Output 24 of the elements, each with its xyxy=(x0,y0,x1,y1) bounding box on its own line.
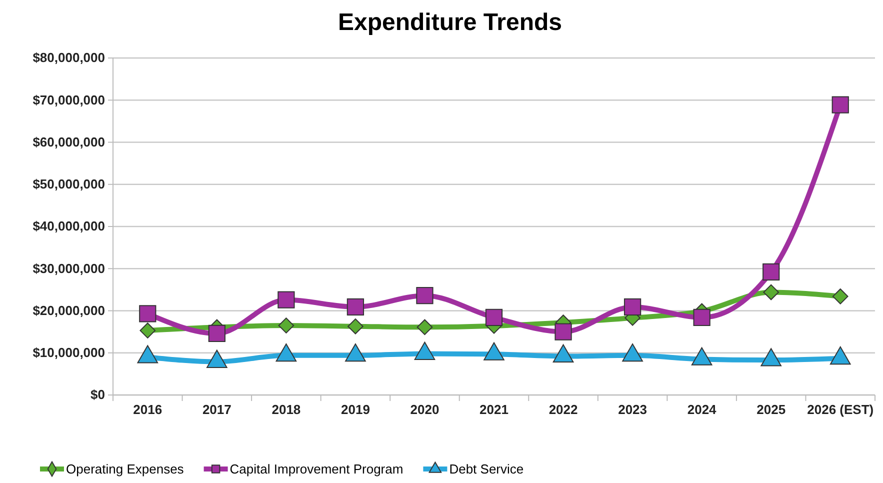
y-tick-label: $20,000,000 xyxy=(32,302,105,318)
x-tick-label: 2022 xyxy=(548,402,578,418)
x-tick-label: 2026 (EST) xyxy=(807,402,874,418)
x-tick-label: 2025 xyxy=(756,402,786,418)
y-tick-label: $30,000,000 xyxy=(32,260,105,276)
y-tick-label: $60,000,000 xyxy=(32,134,105,150)
x-tick-label: 2023 xyxy=(618,402,648,418)
x-tick-label: 2016 xyxy=(133,402,162,418)
x-tick-label: 2024 xyxy=(687,402,718,418)
x-tick-label: 2017 xyxy=(202,402,232,418)
legend-label: Debt Service xyxy=(449,462,524,476)
chart-title: Expenditure Trends xyxy=(338,9,562,36)
y-tick-label: $0 xyxy=(90,387,105,402)
x-tick-label: 2020 xyxy=(410,402,440,418)
y-tick-label: $50,000,000 xyxy=(32,176,105,192)
legend-label: Operating Expenses xyxy=(66,462,184,476)
x-tick-label: 2021 xyxy=(480,402,508,418)
x-tick-label: 2019 xyxy=(340,402,370,418)
y-tick-label: $70,000,000 xyxy=(32,92,105,108)
x-tick-label: 2018 xyxy=(272,402,301,418)
y-tick-label: $10,000,000 xyxy=(32,345,105,360)
y-tick-label: $80,000,000 xyxy=(32,50,105,66)
legend-label: Capital Improvement Program xyxy=(230,462,404,476)
y-tick-label: $40,000,000 xyxy=(32,218,105,234)
